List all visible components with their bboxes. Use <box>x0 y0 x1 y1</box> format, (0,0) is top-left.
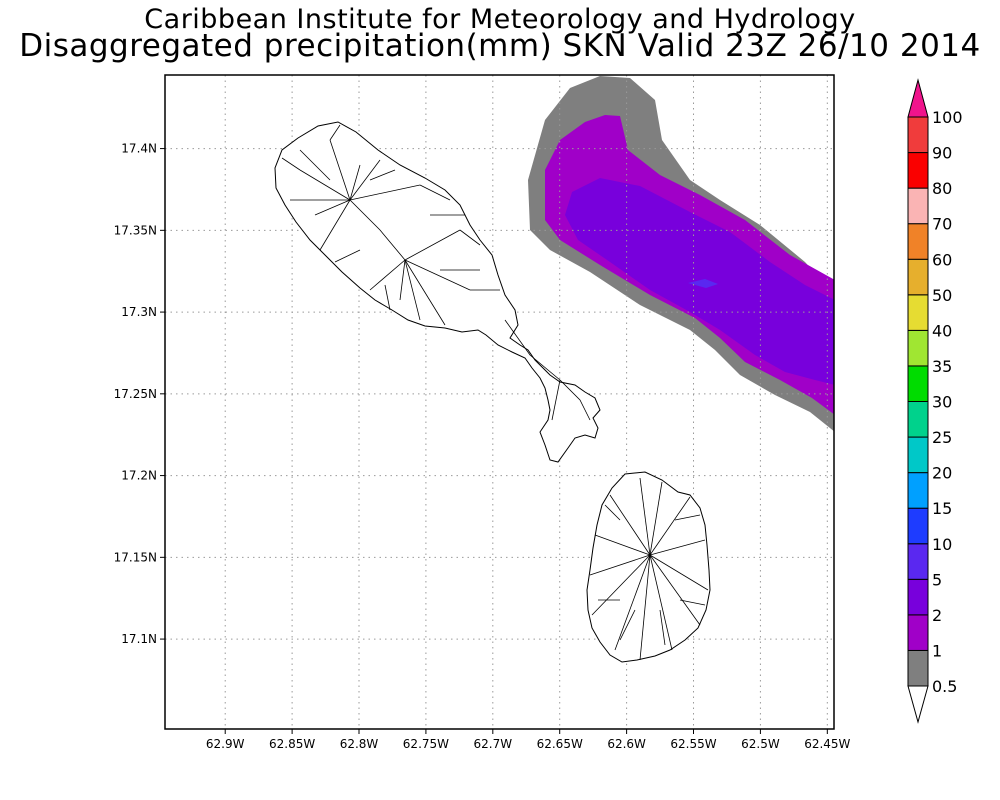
lat-tick-label: 17.1N <box>121 632 157 646</box>
lon-tick-label: 62.6W <box>607 737 646 751</box>
lon-tick-label: 62.5W <box>741 737 780 751</box>
colorbar-swatch <box>907 258 929 296</box>
colorbar-label: 5 <box>932 570 942 589</box>
colorbar-label: 1 <box>932 641 942 660</box>
colorbar-swatch <box>907 329 929 367</box>
lon-tick-label: 62.55W <box>670 737 716 751</box>
lat-tick-label: 17.25N <box>114 387 157 401</box>
colorbar-label: 15 <box>932 499 952 518</box>
lon-tick-label: 62.9W <box>206 737 245 751</box>
colorbar-bottom-arrow <box>907 685 929 724</box>
colorbar-label: 100 <box>932 108 963 127</box>
colorbar-swatch <box>907 507 929 545</box>
precipitation-field <box>528 76 834 432</box>
longitude-axis: 62.9W 62.85W 62.8W 62.75W 62.7W 62.65W 62.6W 62… <box>206 729 851 751</box>
latitude-axis: 17.4N 17.35N 17.3N 17.25N 17.2N 17.15N 17.1N <box>114 142 165 646</box>
colorbar-swatch <box>907 436 929 474</box>
colorbar-swatch <box>907 401 929 438</box>
island-nevis <box>586 471 711 663</box>
gridlines <box>165 75 834 729</box>
colorbar-label: 35 <box>932 357 952 376</box>
colorbar-swatch <box>907 223 929 260</box>
lon-tick-label: 62.8W <box>340 737 379 751</box>
colorbar-swatch <box>907 116 929 154</box>
lat-tick-label: 17.2N <box>121 469 157 483</box>
colorbar-swatch <box>907 472 929 509</box>
island-st-kitts <box>274 121 601 463</box>
colorbar-swatch <box>907 614 929 651</box>
drainage-st-kitts <box>281 124 591 421</box>
colorbar-label: 30 <box>932 393 952 412</box>
colorbar-swatch <box>907 152 929 189</box>
colorbar-label: 10 <box>932 535 952 554</box>
lon-tick-label: 62.7W <box>474 737 513 751</box>
colorbar-label: 2 <box>932 606 942 625</box>
map-frame <box>164 74 835 730</box>
colorbar-swatch <box>907 187 929 225</box>
colorbar-label: 90 <box>932 144 952 163</box>
colorbar-label: 20 <box>932 464 952 483</box>
lon-tick-label: 62.75W <box>403 737 449 751</box>
lat-tick-label: 17.4N <box>121 142 157 156</box>
drainage-nevis <box>589 477 709 661</box>
colorbar-label: 70 <box>932 215 952 234</box>
title-line-2: Disaggregated precipitation(mm) SKN Vali… <box>19 28 981 64</box>
lat-tick-label: 17.15N <box>114 550 157 564</box>
lat-tick-label: 17.35N <box>114 223 157 237</box>
colorbar-swatch <box>907 578 929 616</box>
colorbar-label: 60 <box>932 250 952 269</box>
colorbar-label: 0.5 <box>932 677 957 696</box>
colorbar-top-arrow <box>907 78 929 118</box>
colorbar-label: 80 <box>932 179 952 198</box>
colorbar-swatch <box>907 649 929 687</box>
coastline-st-kitts <box>274 121 601 463</box>
colorbar-label: 50 <box>932 286 952 305</box>
lat-tick-label: 17.3N <box>121 305 157 319</box>
colorbar-label: 25 <box>932 428 952 447</box>
lon-tick-label: 62.65W <box>537 737 583 751</box>
colorbar-swatch <box>907 365 929 402</box>
title-line-1: Caribbean Institute for Meteorology and … <box>144 4 856 35</box>
precip-band-5-10 <box>688 279 718 288</box>
colorbar-label: 40 <box>932 321 952 340</box>
colorbar-swatch <box>907 543 929 580</box>
colorbar-swatch <box>907 294 929 331</box>
lon-tick-label: 62.45W <box>804 737 850 751</box>
lon-tick-label: 62.85W <box>269 737 315 751</box>
